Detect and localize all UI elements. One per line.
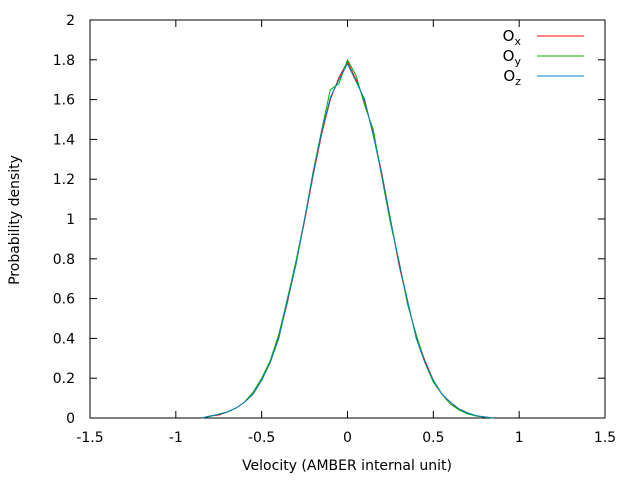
legend-label-main: O xyxy=(503,27,515,45)
legend-label-main: O xyxy=(503,67,515,85)
tick-marks xyxy=(89,19,606,419)
legend-entry-oy: Oy xyxy=(503,47,584,68)
x-tick-label: -1.5 xyxy=(76,430,103,446)
series-line-ox xyxy=(201,61,494,419)
y-axis-title: Probability density xyxy=(7,155,23,285)
y-tick-label: 0.2 xyxy=(53,371,75,387)
x-axis-title: Velocity (AMBER internal unit) xyxy=(242,458,452,474)
x-tick-labels: -1.5 -1 -0.5 0 0.5 1 1.5 xyxy=(76,430,616,446)
y-tick-label: 0.4 xyxy=(53,331,75,347)
x-tick-label: 1.5 xyxy=(594,430,616,446)
legend-label-subscript: y xyxy=(514,55,521,68)
y-tick-label: 1.8 xyxy=(53,53,75,69)
x-tick-label: 1 xyxy=(515,430,524,446)
x-tick-label: -1 xyxy=(169,430,183,446)
legend-label-subscript: z xyxy=(515,75,521,88)
plot-area xyxy=(89,19,606,419)
legend-label-subscript: x xyxy=(514,35,521,48)
y-tick-label: 0.6 xyxy=(53,292,75,308)
x-tick-label: -0.5 xyxy=(248,430,275,446)
legend-label: Oy xyxy=(503,47,522,68)
legend-entry-ox: Ox xyxy=(503,27,584,48)
series-lines xyxy=(201,59,494,419)
y-tick-label: 2 xyxy=(66,13,75,29)
x-tick-label: 0.5 xyxy=(422,430,444,446)
series-line-oy xyxy=(201,59,494,419)
y-tick-label: 0.8 xyxy=(53,252,75,268)
legend-label: Ox xyxy=(503,27,522,48)
legend-entry-oz: Oz xyxy=(503,67,584,88)
legend-label-main: O xyxy=(503,47,515,65)
y-tick-label: 1 xyxy=(66,212,75,228)
x-tick-label: 0 xyxy=(343,430,352,446)
y-tick-label: 0 xyxy=(66,411,75,427)
y-tick-label: 1.6 xyxy=(53,93,75,109)
series-line-oz xyxy=(201,63,494,419)
y-tick-label: 1.2 xyxy=(53,172,75,188)
y-tick-label: 1.4 xyxy=(53,132,75,148)
y-tick-labels: 0 0.2 0.4 0.6 0.8 1 1.2 1.4 1.6 1.8 2 xyxy=(53,13,75,427)
legend-label: Oz xyxy=(503,67,521,88)
